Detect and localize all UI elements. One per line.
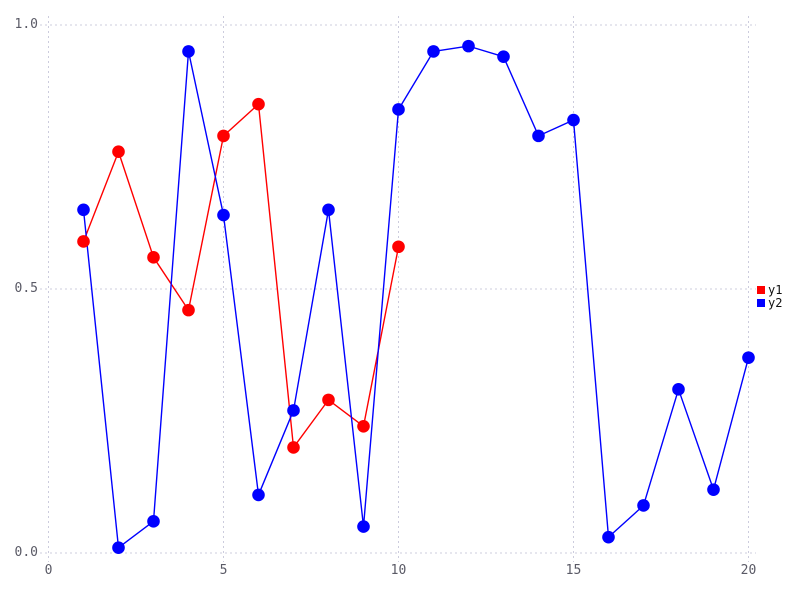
legend-swatch-y1 <box>757 286 765 295</box>
series-y2-marker <box>287 404 300 417</box>
x-tick-label: 15 <box>565 563 582 578</box>
series-y2-marker <box>357 520 370 533</box>
series-y1-marker <box>392 240 405 254</box>
x-tick-label: 5 <box>219 563 228 578</box>
series-y2-marker <box>252 488 265 502</box>
x-tick-label: 20 <box>740 563 757 578</box>
series-y2-marker <box>602 530 615 544</box>
series-y2-marker <box>322 203 335 217</box>
series-y2-marker <box>182 45 195 58</box>
series-y2-marker <box>427 45 440 58</box>
series-y2-line <box>82 45 750 549</box>
series-y2-marker <box>147 515 160 528</box>
series-y1-marker <box>357 419 370 433</box>
series-y2-marker <box>742 351 755 364</box>
series-y2-marker <box>672 383 685 396</box>
series-y2-marker <box>637 499 650 512</box>
legend: y1 y2 <box>757 284 782 309</box>
series-y2-marker <box>497 50 510 63</box>
series-y1-marker <box>77 235 90 248</box>
series-y1-marker <box>322 393 335 407</box>
series-y2-marker <box>217 208 230 222</box>
series-y2-marker <box>392 103 405 116</box>
series-y2-marker <box>707 483 720 496</box>
series-y1-marker <box>182 303 195 317</box>
legend-swatch-y2 <box>757 298 765 307</box>
series-y2-marker <box>532 129 545 143</box>
legend-item-y2: y2 <box>757 297 782 310</box>
y-tick-label: 0.5 <box>14 281 38 296</box>
series-y1-marker <box>112 145 125 159</box>
series-y1-marker <box>217 129 230 143</box>
x-tick-label: 10 <box>390 563 407 578</box>
series-y1-line <box>82 103 400 449</box>
series-y1-marker <box>147 251 160 264</box>
series-y2-marker <box>77 203 90 217</box>
y-tick-label: 0.0 <box>14 545 38 560</box>
x-tick-label: 0 <box>44 563 53 578</box>
y-tick-label: 1.0 <box>14 17 38 32</box>
legend-item-y1: y1 <box>757 284 782 297</box>
series-y2-marker <box>112 541 125 555</box>
legend-label: y2 <box>768 295 783 310</box>
series-y2-marker <box>567 113 580 127</box>
legend-label: y1 <box>768 283 783 298</box>
series-y1-marker <box>252 97 265 111</box>
series-y2-marker <box>462 39 475 53</box>
series-y1-marker <box>287 441 300 454</box>
